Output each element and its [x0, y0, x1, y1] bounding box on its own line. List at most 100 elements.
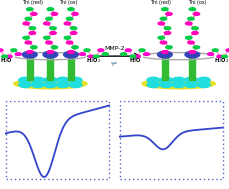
Circle shape [98, 49, 104, 52]
Circle shape [72, 46, 78, 49]
Circle shape [121, 53, 127, 55]
Circle shape [193, 46, 200, 49]
Circle shape [185, 82, 198, 88]
Text: H$_2$O: H$_2$O [0, 56, 13, 65]
Circle shape [160, 41, 167, 44]
Circle shape [125, 49, 131, 52]
Circle shape [162, 8, 168, 11]
Circle shape [185, 77, 198, 83]
Circle shape [57, 77, 69, 83]
Circle shape [2, 55, 8, 58]
Circle shape [197, 77, 210, 83]
Circle shape [64, 22, 71, 25]
Circle shape [71, 32, 77, 34]
Circle shape [69, 82, 82, 88]
Circle shape [226, 49, 229, 52]
Text: Thi (red): Thi (red) [22, 0, 43, 5]
Circle shape [31, 77, 44, 83]
Text: MMP-2: MMP-2 [104, 46, 125, 51]
Circle shape [164, 27, 171, 30]
Circle shape [166, 12, 172, 15]
Circle shape [160, 77, 172, 83]
Text: H$_2$O: H$_2$O [129, 56, 142, 65]
Circle shape [44, 82, 57, 88]
Bar [162, 55, 168, 80]
Circle shape [66, 41, 73, 44]
Circle shape [46, 41, 52, 44]
Circle shape [93, 55, 99, 58]
Bar [47, 55, 53, 80]
Text: Thi (red): Thi (red) [150, 0, 171, 5]
Circle shape [189, 8, 196, 11]
Circle shape [64, 51, 78, 58]
Circle shape [192, 32, 198, 34]
Circle shape [47, 51, 54, 53]
Circle shape [44, 36, 50, 39]
Circle shape [158, 36, 164, 39]
Bar [189, 55, 195, 80]
Circle shape [29, 27, 36, 30]
Circle shape [71, 27, 77, 30]
Circle shape [89, 55, 95, 58]
Text: H$_2$O$_2$: H$_2$O$_2$ [214, 56, 229, 65]
Circle shape [221, 55, 227, 58]
Text: H$_2$O$_2$: H$_2$O$_2$ [86, 56, 102, 65]
Circle shape [208, 53, 214, 55]
Circle shape [19, 77, 32, 83]
Circle shape [212, 49, 218, 52]
Circle shape [0, 49, 3, 52]
Text: Thi (ox): Thi (ox) [60, 0, 78, 5]
Circle shape [72, 12, 78, 15]
Circle shape [68, 51, 74, 53]
Circle shape [185, 36, 192, 39]
Circle shape [69, 77, 82, 83]
Circle shape [47, 8, 54, 11]
Circle shape [68, 8, 74, 11]
Circle shape [189, 51, 196, 53]
Circle shape [144, 53, 150, 55]
Circle shape [193, 12, 200, 15]
Circle shape [31, 82, 44, 88]
Circle shape [147, 77, 160, 83]
Circle shape [46, 17, 52, 20]
Circle shape [217, 55, 223, 58]
Circle shape [158, 51, 172, 58]
Circle shape [188, 41, 194, 44]
Circle shape [19, 82, 32, 88]
Circle shape [185, 51, 200, 58]
Circle shape [15, 53, 21, 55]
Circle shape [31, 12, 37, 15]
Circle shape [43, 51, 58, 58]
Bar [27, 55, 33, 80]
Circle shape [172, 82, 185, 88]
Circle shape [188, 17, 194, 20]
Circle shape [6, 55, 12, 58]
Ellipse shape [14, 79, 87, 89]
Circle shape [25, 17, 32, 20]
Circle shape [197, 82, 210, 88]
Circle shape [27, 8, 33, 11]
Text: Thi (ox): Thi (ox) [188, 0, 206, 5]
Bar [68, 55, 74, 80]
Circle shape [79, 53, 85, 55]
Circle shape [22, 51, 37, 58]
Circle shape [147, 82, 160, 88]
Circle shape [44, 77, 57, 83]
Text: ✂: ✂ [110, 58, 119, 68]
Circle shape [51, 12, 58, 15]
Ellipse shape [142, 79, 215, 89]
Circle shape [50, 32, 56, 34]
Circle shape [158, 22, 164, 25]
Circle shape [185, 22, 192, 25]
Circle shape [50, 27, 56, 30]
Circle shape [84, 49, 90, 52]
Circle shape [164, 32, 171, 34]
Circle shape [130, 55, 136, 58]
Circle shape [29, 32, 36, 34]
Circle shape [27, 51, 33, 53]
Circle shape [44, 22, 50, 25]
Circle shape [23, 36, 29, 39]
Circle shape [102, 53, 108, 55]
Circle shape [57, 82, 69, 88]
Circle shape [172, 77, 185, 83]
